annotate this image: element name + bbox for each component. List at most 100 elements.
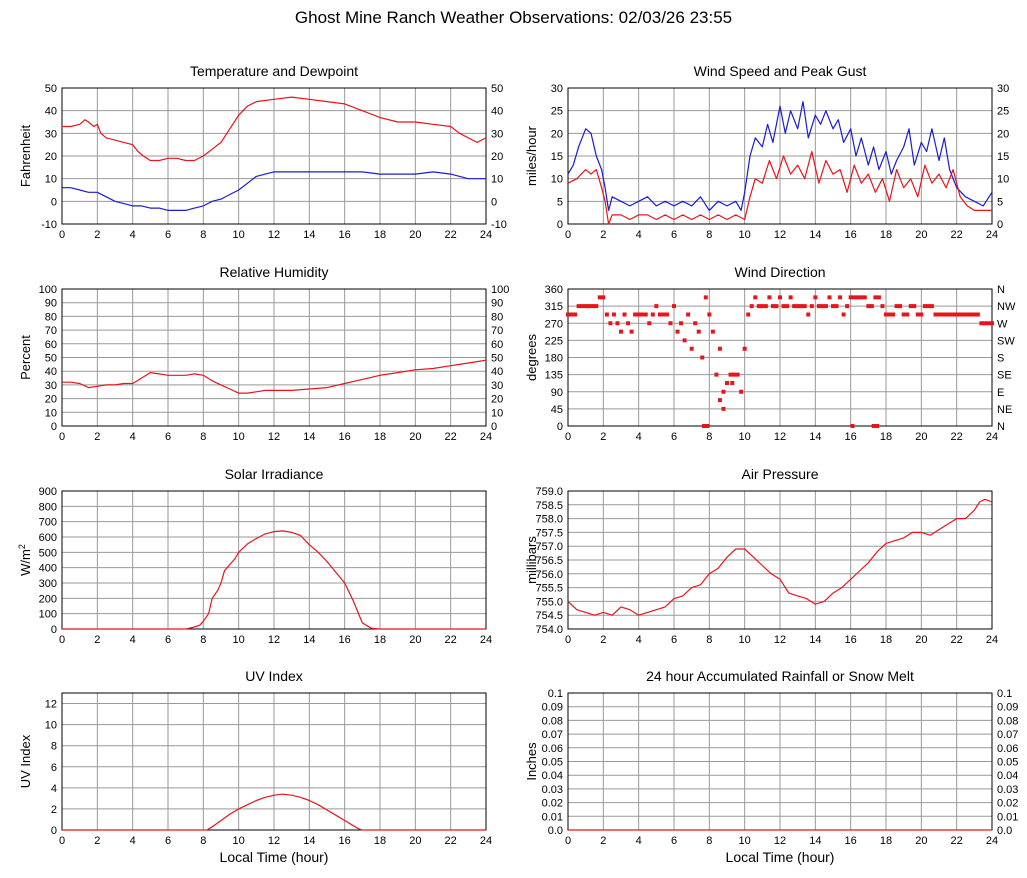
- y-tick-label: 135: [545, 370, 563, 382]
- x-tick-label: 2: [94, 229, 100, 241]
- y-tick-label: 0.06: [542, 743, 563, 755]
- x-tick-label: 24: [480, 229, 492, 241]
- y-tick-label: 70: [45, 325, 57, 337]
- y-tick-label: 225: [545, 335, 563, 347]
- y-tick-label-right: 0.03: [997, 784, 1018, 796]
- data-point: [891, 312, 896, 317]
- data-point: [756, 304, 761, 309]
- y-tick-label: 10: [45, 174, 57, 186]
- x-tick-label: 22: [951, 229, 963, 241]
- data-point: [707, 312, 712, 317]
- y-tick-label-right: 10: [491, 174, 503, 186]
- y-axis-label: miles/hour: [524, 125, 539, 186]
- data-point: [566, 312, 570, 317]
- data-point: [732, 372, 737, 377]
- data-point: [862, 295, 867, 300]
- y-tick-label-right: 5: [997, 196, 1003, 208]
- data-point: [887, 312, 892, 317]
- y-axis-label: Inches: [524, 742, 539, 781]
- y-tick-label: 10: [45, 407, 57, 419]
- x-tick-label: 8: [200, 835, 206, 847]
- x-axis-label: Local Time (hour): [726, 849, 835, 865]
- x-tick-label: 0: [59, 634, 65, 646]
- x-tick-label: 2: [94, 835, 100, 847]
- data-point: [845, 304, 850, 309]
- data-point: [604, 312, 609, 317]
- x-tick-label: 4: [636, 229, 642, 241]
- x-tick-label: 0: [565, 634, 571, 646]
- x-tick-label: 22: [951, 431, 963, 443]
- y-tick-label: 30: [45, 380, 57, 392]
- data-point: [947, 312, 952, 317]
- y-axis-label-superscript: 2: [17, 544, 27, 549]
- y-tick-label: 4: [51, 783, 57, 795]
- x-tick-label: 0: [565, 229, 571, 241]
- data-point: [664, 312, 669, 317]
- y-tick-label-right: 10: [997, 174, 1009, 186]
- y-tick-label: 60: [45, 339, 57, 351]
- data-point: [705, 424, 710, 428]
- y-tick-label-right: 0.08: [997, 715, 1018, 727]
- y-tick-label-right: 30: [491, 380, 503, 392]
- x-tick-label: 4: [636, 431, 642, 443]
- x-tick-label: 6: [671, 634, 677, 646]
- y-tick-label: 90: [551, 387, 563, 399]
- data-point: [580, 304, 585, 309]
- data-point: [626, 321, 631, 326]
- y-tick-label: 270: [545, 318, 563, 330]
- x-tick-label: 18: [374, 634, 386, 646]
- series-line: [62, 793, 486, 831]
- y-tick-label: 20: [45, 394, 57, 406]
- x-tick-label: 24: [986, 431, 998, 443]
- data-point: [876, 295, 881, 300]
- y-tick-label: 0.03: [542, 784, 563, 796]
- y-tick-label: 315: [545, 301, 563, 313]
- x-tick-label: 16: [339, 431, 351, 443]
- data-point: [702, 424, 707, 428]
- y-tick-label: 756.0: [535, 569, 563, 581]
- y-tick-label: 10: [551, 174, 563, 186]
- y-tick-label: 0.1: [548, 688, 563, 700]
- y-tick-label-right: N: [997, 421, 1005, 433]
- data-point: [834, 304, 839, 309]
- y-tick-label: 45: [551, 404, 563, 416]
- data-point: [875, 424, 880, 428]
- data-point: [968, 312, 973, 317]
- data-point: [675, 329, 680, 334]
- y-tick-label-right: 0: [491, 421, 497, 433]
- data-point: [933, 312, 938, 317]
- data-point: [816, 304, 821, 309]
- x-tick-label: 10: [233, 431, 245, 443]
- x-tick-label: 22: [445, 431, 457, 443]
- x-tick-label: 14: [303, 229, 315, 241]
- y-tick-label: 0.04: [542, 770, 563, 782]
- y-tick-label: 6: [51, 762, 57, 774]
- x-tick-label: 8: [200, 431, 206, 443]
- x-tick-label: 4: [130, 835, 136, 847]
- data-point: [898, 304, 903, 309]
- x-tick-label: 16: [339, 835, 351, 847]
- data-point: [611, 312, 616, 317]
- data-point: [735, 372, 740, 377]
- data-point: [929, 304, 934, 309]
- x-tick-label: 22: [445, 835, 457, 847]
- chart-title: 24 hour Accumulated Rainfall or Snow Mel…: [646, 668, 914, 684]
- data-point: [679, 321, 684, 326]
- y-tick-label: 30: [45, 128, 57, 140]
- x-tick-label: 0: [59, 431, 65, 443]
- x-tick-label: 6: [671, 431, 677, 443]
- x-tick-label: 24: [480, 431, 492, 443]
- x-tick-label: 20: [409, 835, 421, 847]
- data-point: [841, 312, 846, 317]
- x-tick-label: 14: [303, 835, 315, 847]
- data-point: [693, 321, 698, 326]
- data-point: [855, 295, 860, 300]
- series-line: [567, 100, 993, 211]
- x-tick-label: 10: [233, 229, 245, 241]
- x-tick-label: 16: [845, 431, 857, 443]
- data-point: [926, 304, 931, 309]
- x-tick-label: 22: [445, 229, 457, 241]
